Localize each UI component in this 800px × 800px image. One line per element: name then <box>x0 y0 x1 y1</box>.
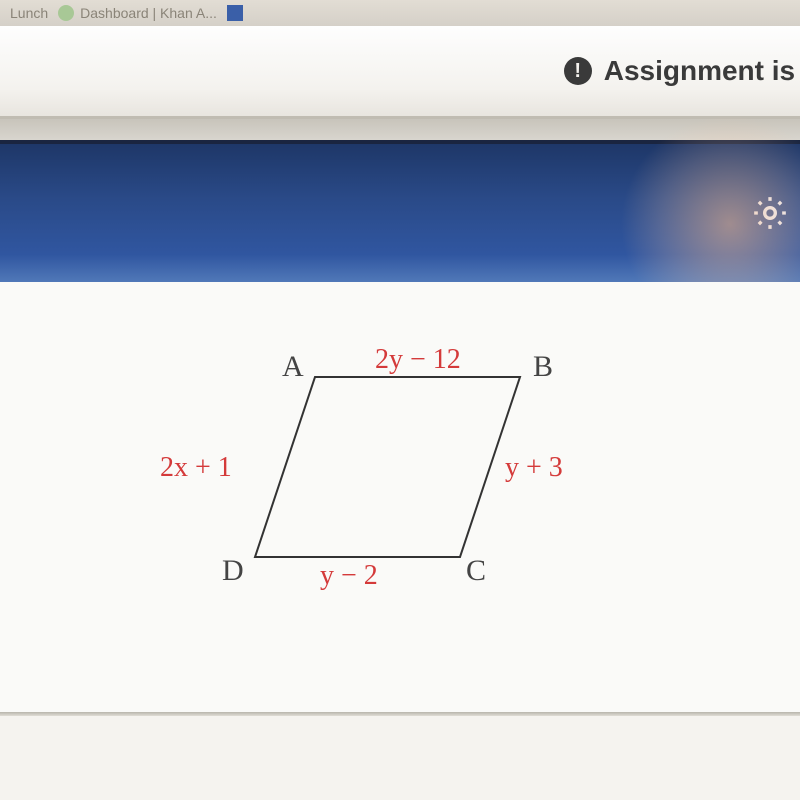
bookmark-bar: Lunch Dashboard | Khan A... <box>0 0 800 26</box>
separator <box>0 116 800 140</box>
bookmark-dashboard[interactable]: Dashboard | Khan A... <box>58 5 217 21</box>
bookmark-google[interactable] <box>227 5 243 21</box>
vertex-a: A <box>282 350 304 384</box>
vertex-c: C <box>466 554 486 588</box>
google-docs-icon <box>227 5 243 21</box>
app-header <box>0 144 800 282</box>
side-cd-label: y − 2 <box>320 560 378 592</box>
exclamation-icon: ! <box>564 57 592 85</box>
bookmark-lunch[interactable]: Lunch <box>10 5 48 21</box>
parallelogram-diagram: A B C D 2y − 12 y + 3 y − 2 2x + 1 <box>160 332 600 612</box>
problem-content: A B C D 2y − 12 y + 3 y − 2 2x + 1 <box>0 282 800 712</box>
bookmark-label: Dashboard | Khan A... <box>80 5 217 21</box>
side-da-label: 2x + 1 <box>160 452 232 484</box>
side-ab-label: 2y − 12 <box>375 344 461 376</box>
bookmark-label: Lunch <box>10 5 48 21</box>
gear-icon[interactable] <box>750 193 790 233</box>
assignment-banner: ! Assignment is p <box>0 26 800 116</box>
vertex-d: D <box>222 554 244 588</box>
khan-icon <box>58 5 74 21</box>
bottom-area <box>0 716 800 800</box>
assignment-status: ! Assignment is p <box>564 55 800 87</box>
side-bc-label: y + 3 <box>505 452 563 484</box>
vertex-b: B <box>533 350 553 384</box>
assignment-text-label: Assignment is p <box>604 55 800 87</box>
